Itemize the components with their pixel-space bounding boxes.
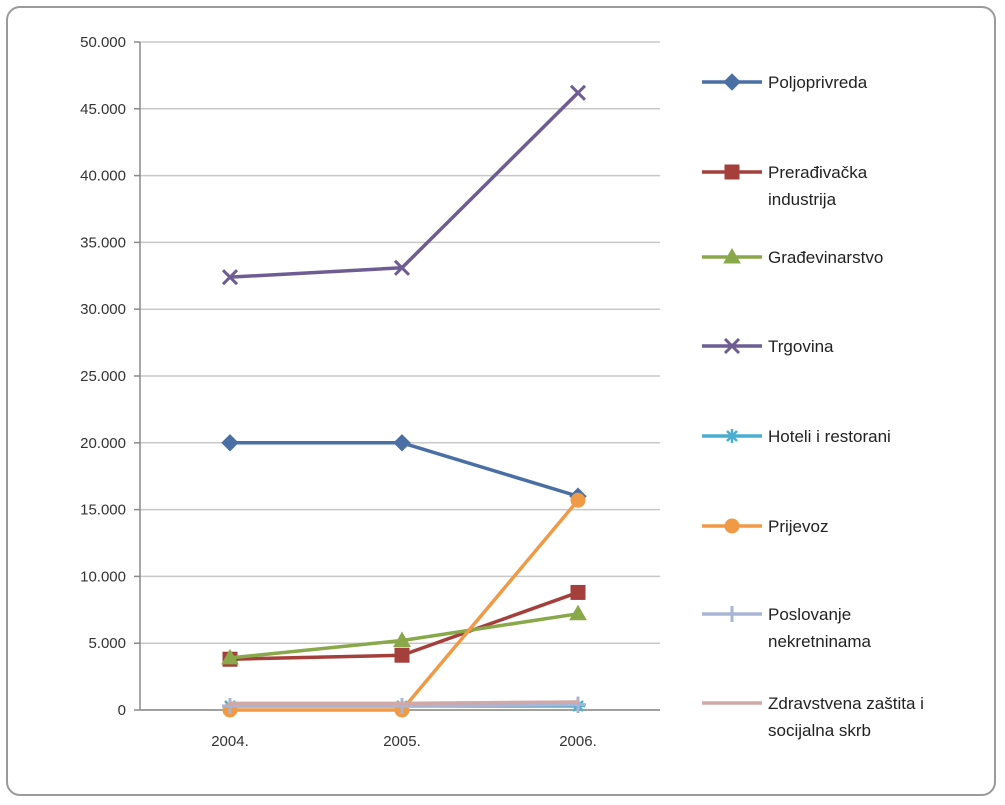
y-tick-label: 0 bbox=[118, 702, 126, 719]
legend-item: Građevinarstvo bbox=[702, 247, 883, 267]
y-tick-label: 45.000 bbox=[80, 101, 126, 118]
legend-label: Građevinarstvo bbox=[768, 248, 883, 267]
data-point bbox=[221, 648, 239, 665]
y-tick-label: 50.000 bbox=[80, 34, 126, 51]
legend-label: Zdravstvena zaštita i bbox=[768, 694, 924, 713]
y-tick-label: 10.000 bbox=[80, 568, 126, 585]
data-point bbox=[221, 434, 239, 452]
data-point bbox=[723, 247, 741, 264]
data-point bbox=[724, 606, 740, 622]
legend-label: socijalna skrb bbox=[768, 721, 871, 740]
data-point bbox=[570, 492, 586, 508]
y-tick-label: 40.000 bbox=[80, 168, 126, 185]
series-line bbox=[228, 498, 580, 712]
series-group bbox=[222, 492, 586, 718]
legend-label: Prerađivačka bbox=[768, 163, 868, 182]
legend-label: Poljoprivreda bbox=[768, 73, 868, 92]
data-point bbox=[570, 584, 586, 600]
legend-item: Prerađivačka industrija bbox=[702, 163, 868, 209]
legend-item: Hoteli i restorani bbox=[702, 427, 891, 446]
series-group bbox=[222, 696, 586, 714]
data-point bbox=[393, 631, 411, 648]
legend-label: nekretninama bbox=[768, 632, 872, 651]
legend-label: industrija bbox=[768, 190, 837, 209]
legend-label: Trgovina bbox=[768, 337, 834, 356]
chart-frame bbox=[6, 6, 996, 796]
y-tick-label: 5.000 bbox=[88, 635, 126, 652]
legend-item: Prijevoz bbox=[702, 517, 828, 536]
data-point bbox=[724, 164, 740, 180]
data-point bbox=[569, 84, 587, 101]
y-tick-label: 20.000 bbox=[80, 435, 126, 452]
series-group bbox=[221, 434, 587, 505]
x-tick-label: 2005. bbox=[383, 733, 421, 750]
gridlines bbox=[140, 41, 660, 711]
data-point bbox=[724, 518, 740, 534]
legend-label: Hoteli i restorani bbox=[768, 427, 891, 446]
y-tick-label: 15.000 bbox=[80, 502, 126, 519]
data-point bbox=[394, 647, 410, 663]
series-group bbox=[221, 84, 587, 286]
y-tick-label: 35.000 bbox=[80, 234, 126, 251]
series-line bbox=[228, 91, 580, 279]
data-point bbox=[221, 269, 239, 286]
x-tick-label: 2004. bbox=[211, 733, 249, 750]
data-point bbox=[725, 429, 739, 443]
legend-label: Poslovanje bbox=[768, 605, 851, 624]
legend: Poljoprivreda Prerađivačka industrija Građe… bbox=[702, 73, 924, 740]
y-tick-label: 30.000 bbox=[80, 301, 126, 318]
series-line bbox=[228, 441, 580, 498]
x-tick-label: 2006. bbox=[559, 733, 597, 750]
legend-item: Zdravstvena zaštita i socijalna skrb bbox=[702, 694, 924, 740]
series-line bbox=[228, 700, 580, 706]
data-point bbox=[393, 434, 411, 452]
data-point bbox=[723, 337, 741, 355]
data-point bbox=[222, 697, 238, 714]
data-point bbox=[394, 697, 410, 714]
data-point bbox=[569, 604, 587, 621]
series-group bbox=[228, 700, 580, 706]
legend-item: Poslovanje nekretninama bbox=[702, 605, 872, 651]
data-point bbox=[570, 696, 586, 713]
data-point bbox=[723, 73, 741, 91]
data-point bbox=[393, 259, 411, 276]
series-lines bbox=[221, 84, 587, 718]
series-group bbox=[221, 604, 587, 665]
legend-item: Trgovina bbox=[702, 337, 834, 356]
legend-label: Prijevoz bbox=[768, 517, 828, 536]
legend-item: Poljoprivreda bbox=[702, 73, 868, 92]
y-tick-label: 25.000 bbox=[80, 368, 126, 385]
